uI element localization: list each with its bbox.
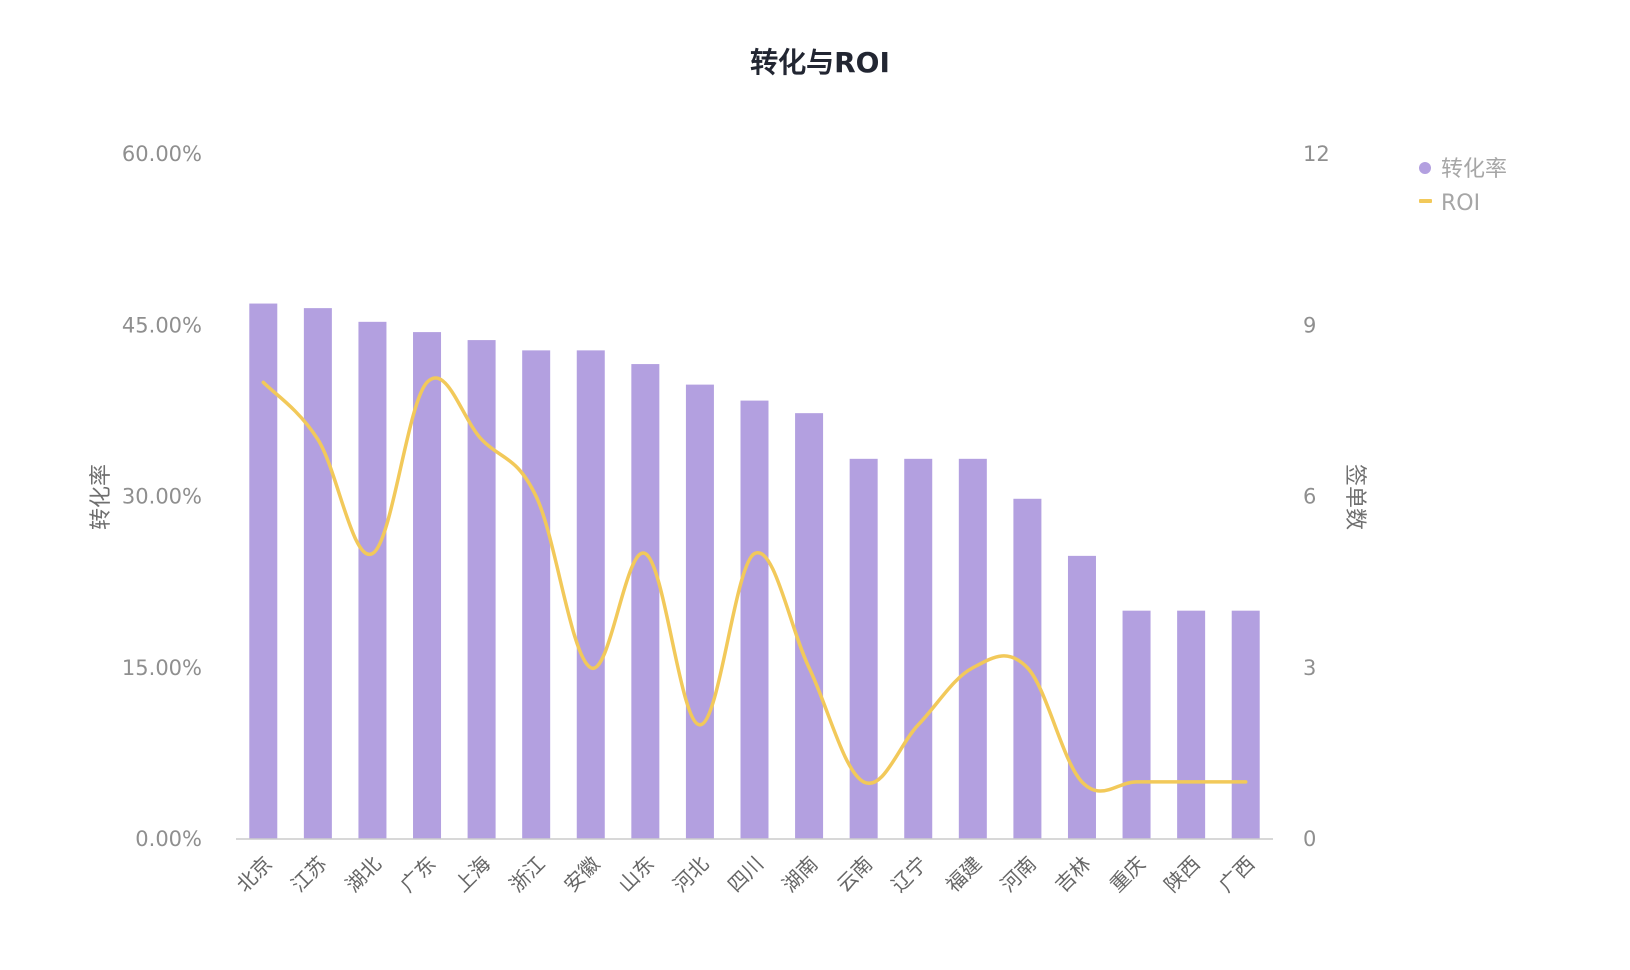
legend-marker-conversion bbox=[1419, 162, 1431, 174]
x-tick-label: 河北 bbox=[668, 852, 713, 897]
right-tick-label: 0 bbox=[1303, 827, 1316, 851]
bar-四川 bbox=[740, 400, 769, 839]
x-tick-label: 陕西 bbox=[1159, 852, 1204, 897]
x-tick-label: 山东 bbox=[614, 852, 659, 897]
right-tick-label: 6 bbox=[1303, 485, 1316, 509]
bar-湖南 bbox=[795, 413, 824, 839]
bar-陕西 bbox=[1177, 610, 1206, 839]
left-axis-title: 转化率 bbox=[89, 464, 114, 530]
bar-安徽 bbox=[576, 350, 605, 839]
x-tick-label: 上海 bbox=[450, 852, 495, 897]
bar-山东 bbox=[631, 364, 660, 839]
x-tick-label: 江苏 bbox=[286, 852, 331, 897]
bar-广西 bbox=[1231, 610, 1260, 839]
roi-line-series bbox=[261, 376, 1248, 793]
x-tick-label: 广西 bbox=[1214, 852, 1259, 897]
left-tick-label: 0.00% bbox=[135, 827, 202, 851]
bar-吉林 bbox=[1067, 555, 1096, 839]
left-axis-ticks: 0.00% 15.00% 30.00% 45.00% 60.00% bbox=[122, 142, 202, 851]
bar-福建 bbox=[958, 458, 987, 839]
x-tick-label: 吉林 bbox=[1050, 852, 1095, 897]
right-tick-label: 12 bbox=[1303, 142, 1330, 166]
legend-label-roi: ROI bbox=[1441, 191, 1480, 216]
x-tick-label: 福建 bbox=[941, 852, 986, 897]
legend-label-conversion: 转化率 bbox=[1441, 157, 1507, 182]
x-tick-label: 湖北 bbox=[341, 852, 386, 897]
x-axis-labels: 北京 江苏 湖北 广东 上海 浙江 安徽 山东 河北 四川 湖南 云南 辽宁 福建 河南 吉林 重庆 陕西 广西 bbox=[232, 852, 1260, 897]
bar-重庆 bbox=[1122, 610, 1151, 839]
x-tick-label: 湖南 bbox=[777, 852, 822, 897]
chart-title: 转化与ROI bbox=[750, 46, 890, 79]
bar-series bbox=[249, 303, 1260, 839]
x-tick-label: 浙江 bbox=[504, 852, 549, 897]
x-tick-label: 河南 bbox=[996, 852, 1041, 897]
right-tick-label: 3 bbox=[1303, 656, 1316, 680]
bar-广东 bbox=[413, 332, 442, 839]
left-tick-label: 30.00% bbox=[122, 485, 202, 509]
roi-line bbox=[261, 376, 1248, 793]
legend-marker-roi bbox=[1419, 199, 1432, 203]
x-tick-label: 四川 bbox=[723, 852, 768, 897]
left-tick-label: 60.00% bbox=[122, 142, 202, 166]
x-tick-label: 云南 bbox=[832, 852, 877, 897]
bar-河北 bbox=[685, 384, 714, 839]
left-tick-label: 45.00% bbox=[122, 313, 202, 337]
right-axis-ticks: 0 3 6 9 12 bbox=[1303, 142, 1330, 851]
bar-浙江 bbox=[522, 350, 551, 839]
x-tick-label: 广东 bbox=[395, 852, 440, 897]
left-tick-label: 15.00% bbox=[122, 656, 202, 680]
bar-江苏 bbox=[303, 308, 332, 839]
right-tick-label: 9 bbox=[1303, 313, 1316, 337]
x-tick-label: 重庆 bbox=[1105, 852, 1150, 897]
right-axis-title: 签单数 bbox=[1342, 464, 1367, 530]
bar-上海 bbox=[467, 340, 496, 839]
legend: 转化率 ROI bbox=[1419, 157, 1507, 216]
bar-湖北 bbox=[358, 321, 387, 839]
x-tick-label: 安徽 bbox=[559, 852, 604, 897]
x-tick-label: 辽宁 bbox=[887, 852, 932, 897]
bar-辽宁 bbox=[904, 458, 933, 839]
x-tick-label: 北京 bbox=[232, 852, 277, 897]
